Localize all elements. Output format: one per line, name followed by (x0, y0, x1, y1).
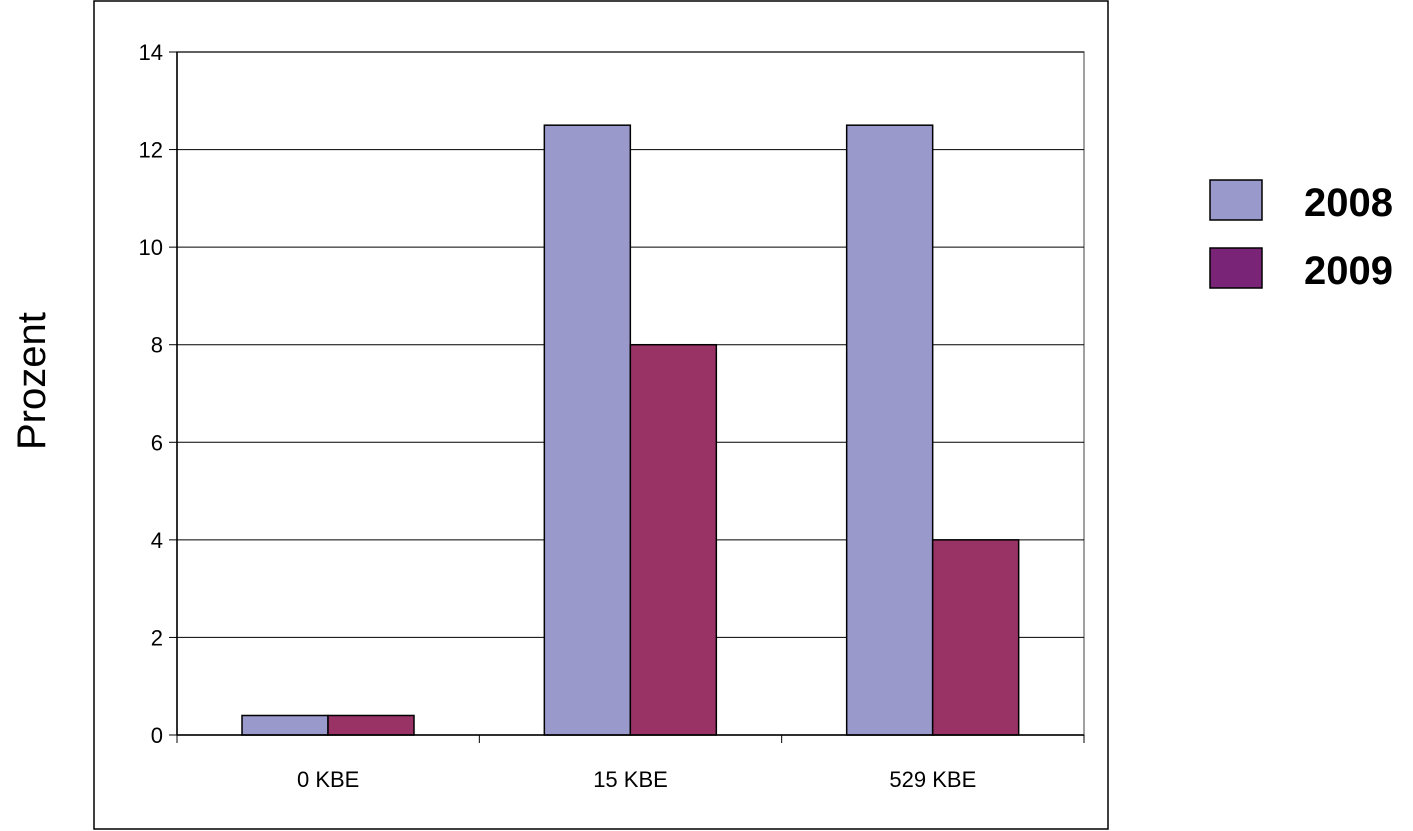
x-tick-label: 0 KBE (297, 767, 359, 792)
bar-2008-15-kbe (543, 124, 632, 736)
y-tick-label: 0 (151, 723, 163, 748)
y-tick-label: 6 (151, 430, 163, 455)
legend: 2008 2009 (1209, 179, 1393, 293)
x-tick-label: 15 KBE (593, 767, 668, 792)
y-tick-label: 2 (151, 625, 163, 650)
y-tick-label: 14 (139, 40, 163, 65)
legend-swatch-2009 (1209, 247, 1263, 289)
legend-label-2008: 2008 (1304, 181, 1393, 225)
y-tick-label: 10 (139, 235, 163, 260)
y-tick-label: 4 (151, 528, 163, 553)
legend-label-2009: 2009 (1304, 249, 1393, 293)
y-tick-label: 8 (151, 333, 163, 358)
y-tick-label: 12 (139, 138, 163, 163)
bar-2009-0-kbe (327, 714, 415, 736)
bar-2008-529-kbe (845, 124, 934, 736)
y-axis-label: Prozent (10, 312, 54, 450)
bar-2009-529-kbe (931, 539, 1020, 736)
x-tick-label: 529 KBE (889, 767, 976, 792)
legend-swatch-2008 (1209, 179, 1263, 221)
axes: 0 2 4 6 8 10 12 14 0 KBE 15 KBE 529 KBE (139, 40, 1085, 792)
bar-2008-0-kbe (241, 714, 329, 736)
bar-2009-15-kbe (629, 343, 718, 736)
